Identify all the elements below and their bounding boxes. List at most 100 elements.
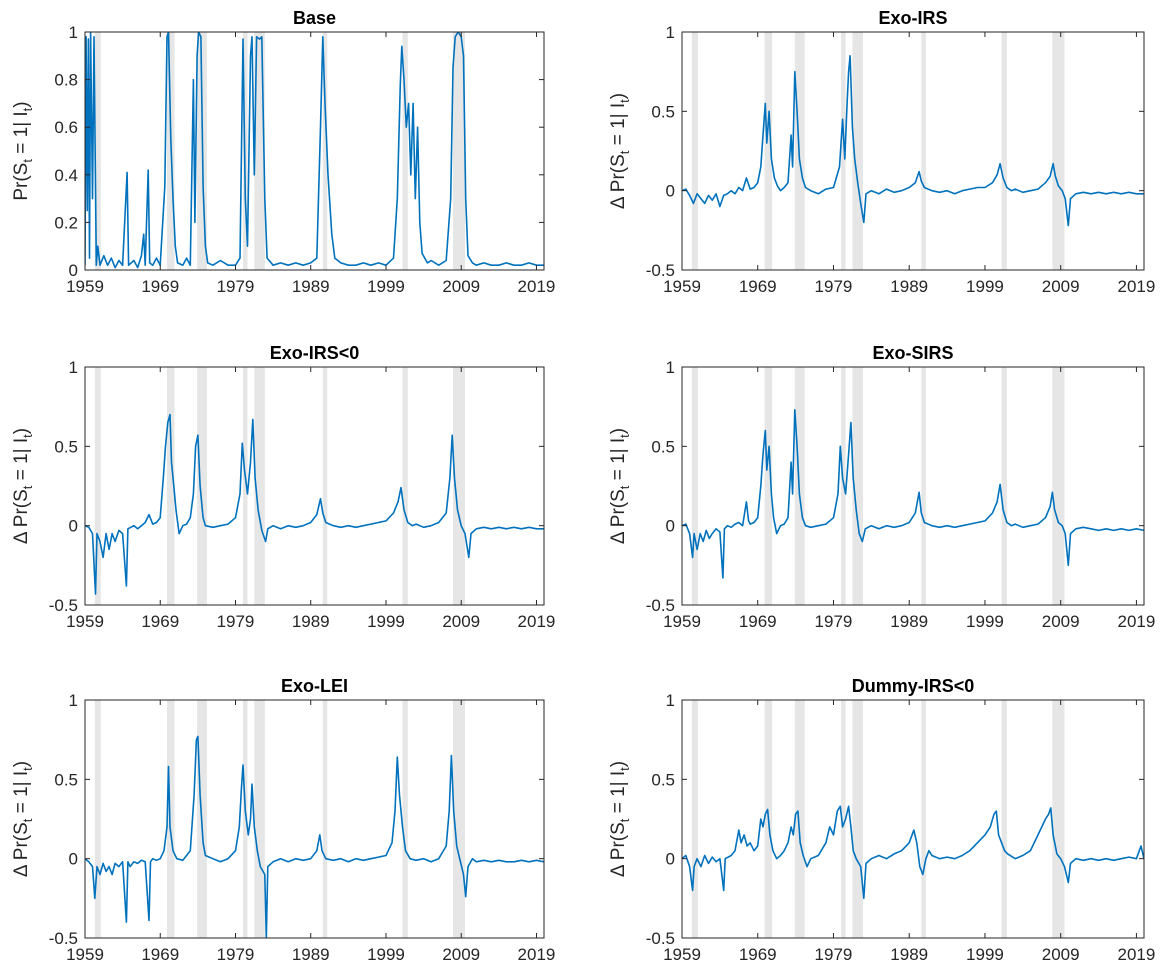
y-tick-label: 1 (666, 358, 675, 377)
x-tick-label: 1979 (217, 945, 255, 964)
plot-area (682, 32, 1144, 270)
series-line (682, 409, 1144, 579)
x-tick-label: 1959 (663, 612, 701, 631)
y-tick-label: 0 (666, 517, 675, 536)
x-tick-label: 1959 (66, 945, 104, 964)
y-tick-label: 1 (666, 691, 675, 710)
panel-title: Exo-IRS<0 (270, 343, 360, 363)
recession-band (691, 700, 698, 938)
y-axis-label-subscript: t (617, 485, 632, 489)
recession-band (254, 32, 265, 270)
x-tick-label: 2009 (1042, 945, 1080, 964)
y-tick-label: 0.5 (651, 770, 675, 789)
recession-band (167, 700, 175, 938)
x-tick-label: 2019 (1118, 612, 1156, 631)
recession-band (94, 32, 101, 270)
y-axis-label: Pr(St = 1| It) (11, 101, 35, 200)
recession-band (852, 367, 864, 605)
y-tick-label: 0 (69, 850, 78, 869)
x-tick-label: 1979 (815, 277, 853, 296)
y-tick-label: 1 (69, 358, 78, 377)
y-tick-label: 1 (666, 23, 675, 42)
y-tick-label: -0.5 (646, 261, 675, 280)
y-axis-label-subscript: t (20, 767, 35, 771)
y-axis-label: Δ Pr(St = 1| It) (608, 428, 632, 544)
recession-band (1052, 700, 1065, 938)
y-tick-label: -0.5 (49, 929, 78, 948)
recession-band (764, 367, 773, 605)
recession-band (167, 367, 175, 605)
x-tick-label: 2009 (442, 945, 480, 964)
axes-box (681, 699, 1145, 939)
panel-title: Dummy-IRS<0 (852, 676, 975, 696)
recession-band (852, 700, 864, 938)
y-tick-label: 0 (666, 182, 675, 201)
x-tick-label: 1959 (663, 945, 701, 964)
recession-band (94, 700, 101, 938)
chart-panel: 1959 1969 1979 1989 1999 2009 2019 -0.5 0 0.5 1 Exo… (608, 8, 1155, 296)
recession-band (764, 32, 773, 270)
recession-bands (691, 700, 1065, 938)
x-tick-label: 1979 (815, 945, 853, 964)
axes-box (84, 699, 545, 939)
y-axis-label-part: Δ Pr(S (11, 822, 32, 877)
y-axis-label-part: = 1| I (11, 771, 32, 819)
x-tick-label: 1989 (292, 612, 330, 631)
y-axis-label-part: Δ Pr(S (608, 822, 629, 877)
axes-box (681, 366, 1145, 606)
recession-band (243, 700, 248, 938)
recession-band (691, 32, 698, 270)
x-tick-label: 1989 (292, 945, 330, 964)
x-tick-label: 1959 (66, 612, 104, 631)
recession-band (921, 367, 926, 605)
chart-panel: 1959 1969 1979 1989 1999 2009 2019 -0.5 0 0.5 1 Exo… (11, 676, 555, 964)
y-tick-label: 0.4 (54, 166, 78, 185)
y-axis-label-subscript: t (20, 159, 35, 163)
y-tick-label: 1 (69, 23, 78, 42)
panel-title: Base (293, 8, 336, 28)
recession-band (691, 367, 698, 605)
y-axis-label-part: ) (11, 761, 32, 767)
y-tick-label: -0.5 (49, 596, 78, 615)
y-tick-label: -0.5 (646, 929, 675, 948)
recession-band (841, 32, 846, 270)
y-axis-label: Δ Pr(St = 1| It) (11, 761, 35, 877)
recession-band (402, 700, 408, 938)
plot-area (85, 700, 544, 938)
y-axis-label-subscript: t (20, 485, 35, 489)
x-tick-label: 2009 (1042, 612, 1080, 631)
plot-area (682, 367, 1144, 605)
y-axis-label-subscript: t (617, 818, 632, 822)
y-tick-label: 0 (69, 517, 78, 536)
y-axis-label-part: ) (11, 428, 32, 434)
recession-band (1001, 700, 1007, 938)
chart-panel: 1959 1969 1979 1989 1999 2009 2019 0 0.2 0.4 0.6 0.… (11, 8, 555, 296)
x-tick-label: 1969 (739, 277, 777, 296)
y-axis-label-subscript: t (20, 434, 35, 438)
x-tick-label: 1969 (141, 612, 179, 631)
y-axis-label-part: ) (608, 428, 629, 434)
y-axis-label-subscript: t (617, 99, 632, 103)
chart-panel: 1959 1969 1979 1989 1999 2009 2019 -0.5 0 0.5 1 Exo… (11, 343, 555, 631)
x-tick-label: 2019 (1118, 945, 1156, 964)
series-line (85, 413, 544, 595)
series-line (85, 735, 544, 938)
y-tick-label: 0.5 (54, 437, 78, 456)
recession-band (243, 367, 248, 605)
series-line (682, 55, 1144, 227)
x-tick-label: 1999 (367, 945, 405, 964)
x-tick-label: 2019 (1118, 277, 1156, 296)
x-tick-label: 1979 (217, 612, 255, 631)
y-tick-label: 0.2 (54, 213, 78, 232)
recession-band (852, 32, 864, 270)
y-axis-label-part: = 1| I (11, 111, 32, 159)
recession-band (1001, 367, 1007, 605)
x-tick-label: 1989 (292, 277, 330, 296)
y-tick-label: 0.5 (651, 102, 675, 121)
y-axis-label-part: Δ Pr(S (608, 154, 629, 209)
panel-title: Exo-IRS (878, 8, 947, 28)
recession-bands (94, 367, 465, 605)
y-tick-label: 0.6 (54, 118, 78, 137)
y-axis-label: Δ Pr(St = 1| It) (608, 761, 632, 877)
y-tick-label: -0.5 (646, 596, 675, 615)
